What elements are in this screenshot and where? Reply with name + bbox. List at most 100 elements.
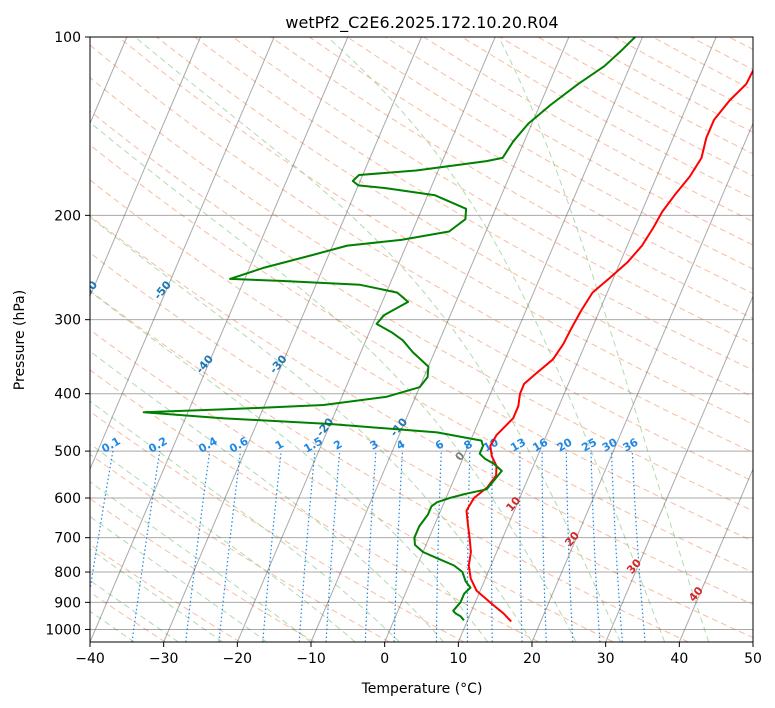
mixing-ratio-line [325, 451, 341, 642]
isotherm-line [90, 37, 349, 642]
mixing-ratio-line [298, 451, 316, 642]
dry-adiabat-line [232, 37, 753, 345]
temperature-line [465, 68, 753, 623]
dry-adiabat-line [90, 543, 241, 642]
x-tick-label: 30 [597, 651, 615, 667]
dry-adiabat-line [385, 37, 753, 246]
mixing-ratio-line [90, 450, 114, 594]
isotherm-line [90, 37, 275, 471]
y-axis-ticks: 100 200 300 400 500 600 700 800 900 1000 [45, 30, 90, 638]
iso-labels: 0.10.20.40.611.52346810131620253036-100-… [78, 278, 706, 604]
y-tick-label: 100 [54, 30, 81, 46]
mixing-ratio-line [364, 451, 377, 642]
mixing-ratio-label: 0.4 [196, 434, 220, 455]
x-tick-label: 40 [670, 651, 688, 667]
x-tick-label: −10 [296, 651, 326, 667]
plot-frame [89, 36, 754, 643]
moist-adiabat-line [90, 481, 312, 642]
isotherm-label: -60 [78, 278, 101, 302]
moist-adiabat-line [90, 290, 489, 642]
x-axis-ticks: −40 −30 −20 −10 0 10 20 30 40 50 [75, 642, 762, 667]
dry-adiabat-line [461, 37, 753, 200]
dry-adiabat-line [90, 329, 614, 642]
isotherm-line [163, 37, 422, 642]
dry-adiabat-line [90, 410, 465, 642]
y-tick-label: 200 [54, 208, 81, 224]
y-tick-label: 500 [54, 444, 81, 460]
mixing-ratio-line [218, 451, 242, 642]
x-tick-label: −20 [223, 651, 253, 667]
y-tick-label: 300 [54, 313, 81, 329]
isotherm-line [457, 37, 717, 642]
isotherm-label: -40 [193, 352, 216, 376]
isotherm-line [310, 37, 570, 642]
dry-adiabat-line [423, 37, 753, 223]
y-tick-label: 800 [54, 565, 81, 581]
isotherm-line [605, 295, 753, 642]
mixing-ratio-line [631, 451, 646, 642]
mixing-ratio-label: 30 [600, 435, 620, 454]
y-tick-label: 900 [54, 595, 81, 611]
dry-adiabat-line [690, 37, 753, 71]
mixing-ratio-label: 25 [579, 436, 599, 455]
isotherm-line [90, 37, 201, 298]
moist-adiabat-line [90, 579, 179, 642]
moist-adiabat-line [90, 400, 400, 642]
series-lines [142, 37, 753, 623]
moist-adiabat-line [90, 443, 356, 642]
isotherm-line [236, 37, 496, 642]
isotherm-label: -30 [267, 352, 290, 376]
dry-adiabat-line [652, 37, 753, 91]
isotherm-label: -10 [387, 415, 410, 439]
x-tick-label: −40 [75, 651, 105, 667]
mixing-ratio-label: 2 [331, 438, 344, 453]
chart-title: wetPf2_C2E6.2025.172.10.20.R04 [285, 13, 558, 33]
dry-adiabat-line [90, 215, 753, 606]
isotherm-label: -50 [151, 278, 174, 302]
y-tick-label: 1000 [45, 622, 81, 638]
dry-adiabat-line [90, 453, 390, 642]
dry-adiabat-line [308, 37, 753, 295]
dry-adiabat-line [90, 76, 753, 482]
mixing-ratio-line [590, 451, 601, 642]
moist-adiabat-line [90, 121, 577, 642]
dry-adiabat-line [156, 37, 753, 398]
mixing-ratio-label: 0.2 [146, 435, 169, 456]
background-lines [90, 37, 753, 642]
x-tick-label: 10 [449, 651, 467, 667]
moist-adiabat-line [498, 37, 710, 642]
dry-adiabat-line [90, 252, 753, 639]
dry-adiabat-line [194, 37, 753, 371]
dry-adiabat-line [728, 37, 753, 50]
dry-adiabat-line [90, 369, 540, 642]
grid-lines [90, 37, 753, 642]
mixing-ratio-line [393, 451, 404, 642]
moist-adiabat-line [90, 515, 268, 642]
isotherm-line [752, 640, 753, 642]
isotherm-line [678, 467, 753, 642]
y-axis-label: Pressure (hPa) [12, 290, 28, 390]
isotherm-line [531, 122, 753, 642]
x-tick-label: 50 [744, 651, 762, 667]
dry-adiabat-line [90, 144, 753, 542]
x-tick-label: 20 [523, 651, 541, 667]
dry-adiabat-line [90, 110, 753, 512]
mixing-ratio-line [519, 451, 523, 642]
mixing-ratio-line [185, 451, 211, 642]
dry-adiabat-line [270, 37, 753, 320]
isotherm-line [384, 37, 643, 642]
mixing-ratio-label: 0.6 [227, 434, 251, 455]
mixing-ratio-line [131, 451, 161, 642]
mixing-ratio-label: 36 [621, 435, 641, 454]
moist-adiabat-line [134, 37, 621, 642]
x-axis-label: Temperature (°C) [361, 681, 483, 697]
dry-adiabat-line [90, 179, 753, 573]
x-tick-label: −30 [149, 651, 179, 667]
mixing-ratio-label: 20 [555, 435, 575, 454]
y-tick-label: 600 [54, 491, 81, 507]
x-tick-label: 0 [380, 651, 389, 667]
moist-adiabat-line [90, 216, 533, 642]
dry-adiabat-line [118, 37, 753, 425]
dry-adiabat-line [576, 37, 753, 133]
